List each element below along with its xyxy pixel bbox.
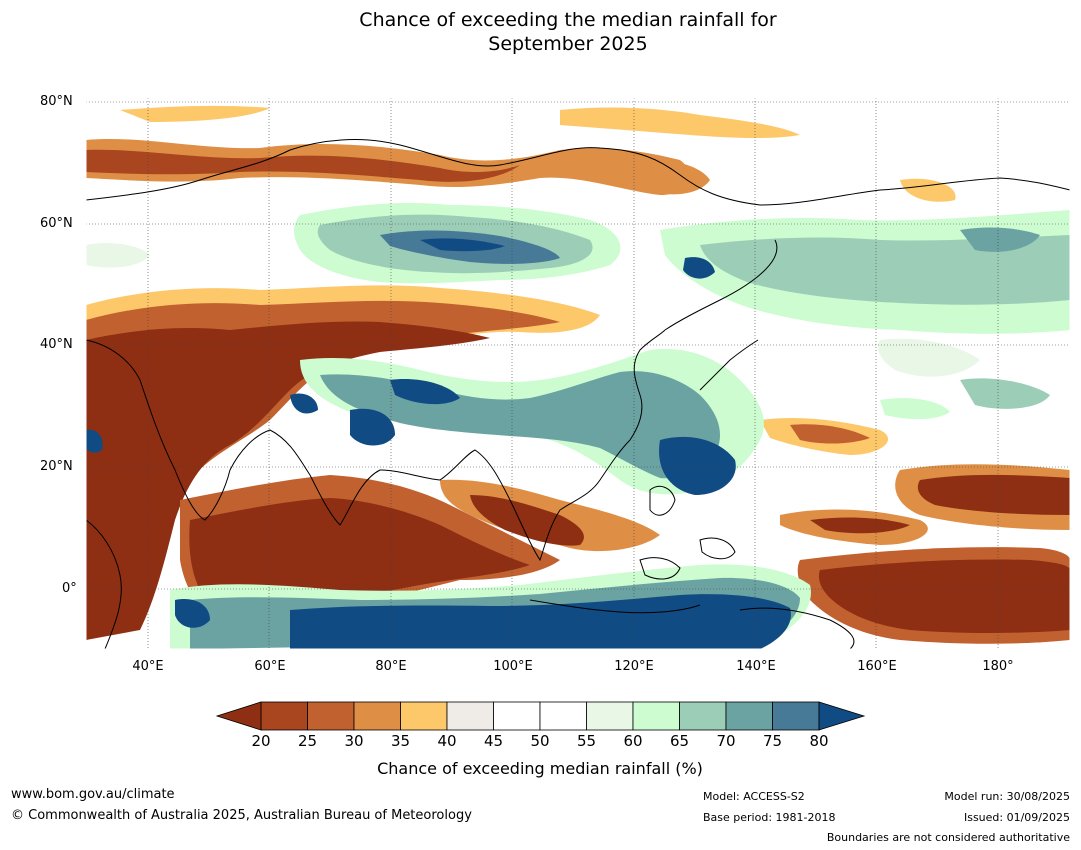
lon-label-140e: 140°E [736,659,776,674]
region-wet-bering [960,227,1040,252]
colorbar-cell-6 [539,701,587,731]
coastline-east-asia [664,239,778,331]
lon-label-100e: 100°E [493,659,533,674]
colorbar-tick-30: 30 [344,732,364,750]
coastline-philippines [649,485,676,516]
region-wet-west-pacific-max [659,436,736,495]
footer-base-period: Base period: 1981-2018 [703,811,836,824]
lat-label-60n: 60°N [40,216,73,231]
coastline-japan [699,339,759,391]
colorbar-tick-70: 70 [716,732,736,750]
colorbar-label: Chance of exceeding median rainfall (%) [377,759,703,778]
region-dry-indian-ocean [189,498,531,601]
colorbar-cell-9 [679,701,727,731]
region-dry-arabia [86,321,490,640]
colorbar-cell-1 [307,701,355,731]
colorbar-cells [260,701,820,731]
coastline-borneo [639,557,681,580]
colorbar-tick-25: 25 [297,732,318,750]
region-wet-himalaya-max [390,379,460,405]
colorbar-tick-55: 55 [576,732,597,750]
map-frame [85,97,1071,650]
region-wet-pacific-patch-3 [880,398,950,420]
region-dry-bay-core [470,495,584,546]
lat-label-80n: 80°N [40,94,73,109]
colorbar-cell-0 [260,701,308,731]
colorbar-cell-5 [493,701,541,731]
coastline-arctic [86,139,1070,206]
region-dry-nordic [120,105,270,122]
region-wet-equatorial-max [290,594,791,649]
region-dry-central-pacific-north-core [917,474,1070,515]
coastline-south-asia [86,329,666,562]
colorbar-tick-75: 75 [762,732,783,750]
colorbar-tick-20: 20 [251,732,271,750]
colorbar-tick-60: 60 [623,732,643,750]
colorbar-cell-11 [772,701,820,731]
region-dry-arctic [560,107,800,139]
region-wet-far-east [700,235,1070,305]
footer-disclaimer: Boundaries are not considered authoritat… [826,831,1070,844]
colorbar-cell-4 [446,701,494,731]
region-wet-tibet-max [350,408,395,446]
footer-website: www.bom.gov.au/climate [11,787,175,802]
region-dry-north-core [86,149,520,182]
lat-label-40n: 40°N [40,337,73,352]
lat-label-20n: 20°N [40,459,73,474]
coastlines [86,139,1070,649]
colorbar-cell-8 [632,701,680,731]
region-wet-pakistan-max [290,393,318,414]
chart-title: Chance of exceeding the median rainfall … [0,8,1081,56]
colorbar-tick-35: 35 [390,732,411,750]
colorbar-tick-65: 65 [669,732,690,750]
map-gridlines [86,98,1070,649]
coastline-sumatra-java [529,599,701,614]
region-wet-pacific-patch-2 [960,378,1050,409]
region-dry-kamchatka [900,178,956,202]
title-line-2: September 2025 [488,33,648,55]
footer-model-run: Model run: 30/08/2025 [944,790,1070,803]
region-wet-europe-west [86,243,150,268]
title-line-1: Chance of exceeding the median rainfall … [359,9,777,31]
lon-label-180: 180° [982,659,1014,674]
lon-label-160e: 160°E [857,659,897,674]
region-wet-east-africa-max [175,599,210,628]
colorbar-cell-3 [400,701,448,731]
region-wet-red-sea-max [86,429,103,453]
colorbar-low-arrow [215,701,262,731]
footer-copyright: © Commonwealth of Australia 2025, Austra… [11,808,472,823]
region-dry-siberia [634,159,710,195]
region-wet-amur-max [683,257,715,279]
footer-model: Model: ACCESS-S2 [703,790,805,803]
region-dry-pacific-north-core [790,424,870,444]
region-wet-pacific-patch-1 [878,338,980,377]
coastline-new-guinea [739,607,855,649]
lon-label-80e: 80°E [375,659,407,674]
lon-label-60e: 60°E [254,659,286,674]
colorbar-tick-40: 40 [437,732,457,750]
colorbar-high-arrow [818,701,866,731]
colorbar-cell-7 [586,701,634,731]
region-dry-pacific-mid-core [810,517,910,534]
coastline-sulawesi [699,537,736,560]
region-dry-equatorial-pacific [818,559,1070,633]
colorbar-cell-2 [353,701,401,731]
lon-label-40e: 40°E [132,659,164,674]
lon-label-120e: 120°E [614,659,654,674]
colorbar-cell-10 [725,701,773,731]
colorbar-tick-50: 50 [530,732,550,750]
lat-label-0: 0° [62,581,77,596]
coastline-africa [86,519,122,649]
colorbar-tick-45: 45 [483,732,504,750]
region-wet-siberia-max [420,238,505,252]
footer-issued: Issued: 01/09/2025 [963,811,1070,824]
colorbar-tick-80: 80 [809,732,829,750]
